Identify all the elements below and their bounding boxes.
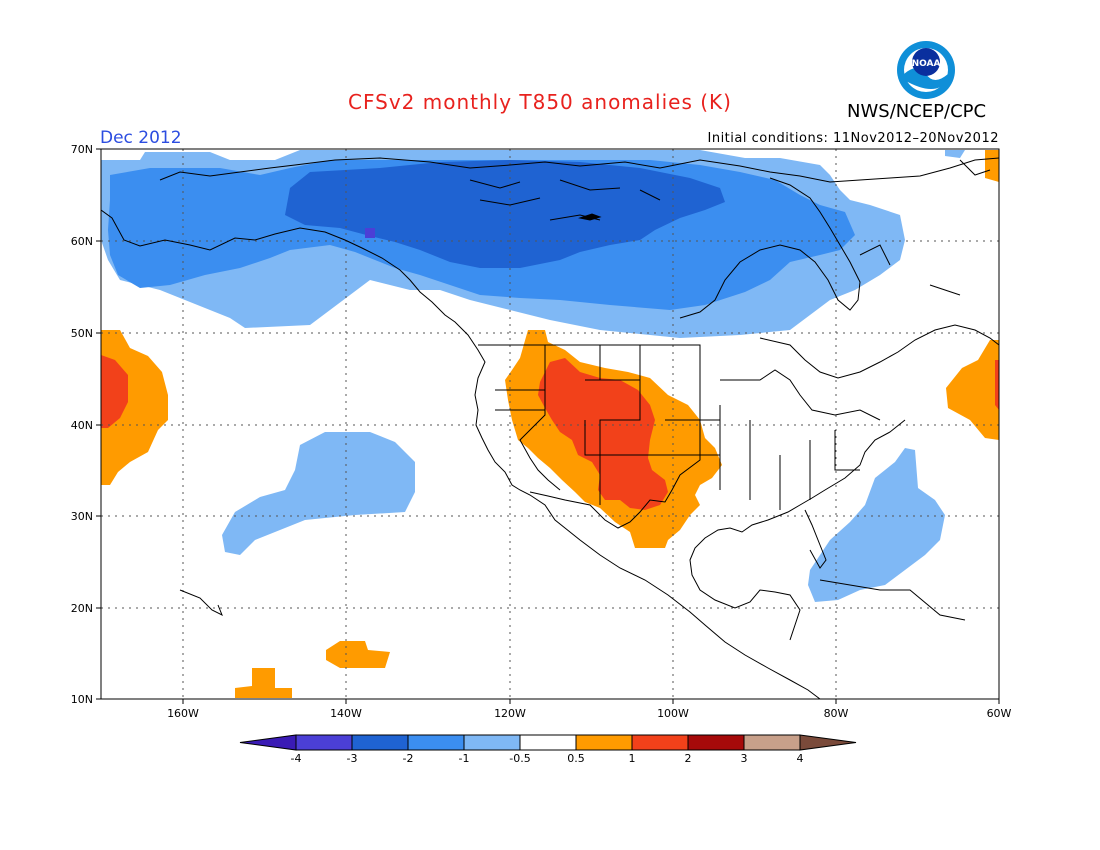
lat-label: 50N [71, 327, 93, 340]
initial-conditions: Initial conditions: 11Nov2012–20Nov2012 [707, 131, 999, 146]
graticule [101, 149, 999, 699]
coastlines [101, 157, 999, 699]
map-title: CFSv2 monthly T850 anomalies (K) [348, 90, 732, 114]
colorbar-label: -1 [459, 752, 470, 765]
lon-label: 100W [657, 707, 689, 720]
svg-text:NOAA: NOAA [912, 59, 941, 69]
lat-label: 10N [71, 693, 93, 706]
colorbar-label: -3 [347, 752, 358, 765]
lon-label: 80W [824, 707, 849, 720]
colorbar-segment [519, 734, 577, 751]
colorbar-label: -0.5 [509, 752, 530, 765]
agency-label: NWS/NCEP/CPC [847, 101, 987, 122]
forecast-month: Dec 2012 [100, 128, 182, 148]
colorbar-segment [295, 734, 353, 751]
colorbar-label: 1 [629, 752, 636, 765]
lat-label: 20N [71, 602, 93, 615]
lat-label: 70N [71, 143, 93, 156]
colorbar-label: 3 [741, 752, 748, 765]
colorbar-label: 4 [797, 752, 804, 765]
colorbar-right-arrow [799, 734, 857, 751]
colorbar-segment [407, 734, 465, 751]
colorbar-label: 2 [685, 752, 692, 765]
colorbar-segment [687, 734, 745, 751]
lat-label: 40N [71, 419, 93, 432]
lon-label: 60W [987, 707, 1012, 720]
lon-label: 160W [167, 707, 199, 720]
lon-label: 140W [330, 707, 362, 720]
warm-anomaly-strong-region [101, 228, 999, 510]
map-frame [100, 148, 1000, 700]
colorbar-label: -2 [403, 752, 414, 765]
colorbar-segment [743, 734, 801, 751]
lon-label: 120W [494, 707, 526, 720]
colorbar-segment [463, 734, 521, 751]
colorbar: -4 -3 -2 -1 -0.5 0.5 1 2 3 4 [239, 734, 857, 765]
colorbar-label: 0.5 [567, 752, 585, 765]
colorbar-segment [575, 734, 633, 751]
colorbar-segment [631, 734, 689, 751]
colorbar-segment [351, 734, 409, 751]
axis-ticks [96, 148, 1000, 704]
colorbar-label: -4 [291, 752, 302, 765]
noaa-logo-icon: NOAA [897, 41, 955, 99]
colorbar-left-arrow [239, 734, 297, 751]
lat-label: 30N [71, 510, 93, 523]
lat-label: 60N [71, 235, 93, 248]
